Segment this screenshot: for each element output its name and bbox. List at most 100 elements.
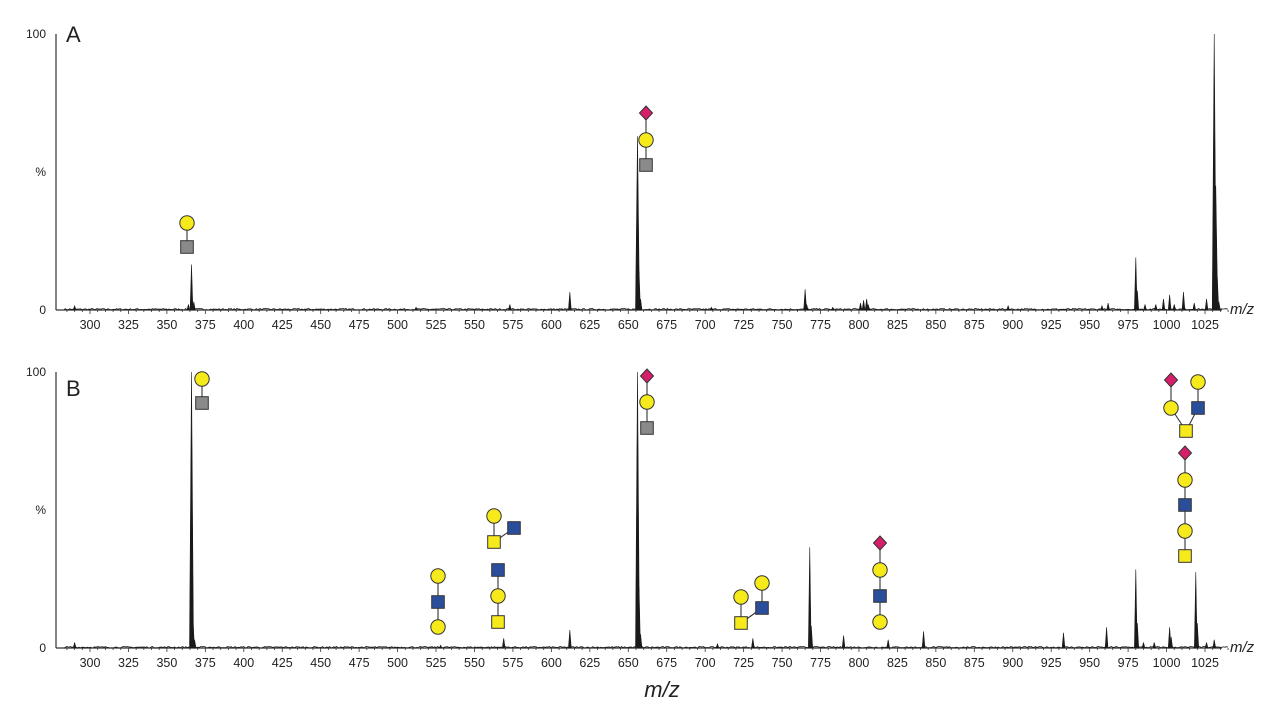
- spectrum-peak: [1143, 304, 1147, 311]
- spectrum-peak: [1061, 632, 1066, 649]
- spectrum-peak: [1204, 642, 1209, 649]
- x-tick-label: 450: [310, 656, 331, 670]
- x-tick-label: 400: [233, 318, 254, 332]
- galnac-square-icon: [195, 396, 209, 410]
- glycan-gal-glcnac-gal: [430, 568, 446, 635]
- spectrum-peak: [866, 304, 870, 311]
- x-tick-label: 800: [849, 656, 870, 670]
- spectrum-peak: [1161, 298, 1166, 311]
- x-tick-label: 900: [1002, 318, 1023, 332]
- x-tick-label: 325: [118, 656, 139, 670]
- baseline-noise: [63, 645, 1229, 649]
- glycan-sia-gal-glcnac-gal: [872, 535, 888, 630]
- galactose-circle-icon: [430, 568, 446, 584]
- galactose-circle-icon: [639, 394, 655, 410]
- x-tick-label: 500: [387, 318, 408, 332]
- panel-b-y-100: 100: [26, 365, 46, 379]
- x-tick-label: 725: [733, 656, 754, 670]
- spectrum-peak: [508, 304, 512, 311]
- galnac-square-icon: [639, 158, 653, 172]
- x-tick-label: 925: [1041, 656, 1062, 670]
- glycan-branched-1019: [1163, 372, 1206, 438]
- glycan-gal-galnac-a: [179, 215, 195, 254]
- sialic-acid-diamond-icon: [872, 535, 888, 551]
- x-tick-label: 850: [925, 656, 946, 670]
- galnac-square-icon: [734, 616, 748, 630]
- spectrum-peak: [414, 306, 418, 311]
- panel-a-y-percent: %: [35, 165, 46, 179]
- spectrum-peak: [72, 642, 77, 649]
- spectrum-peak: [192, 639, 197, 649]
- panel-a-y-100: 100: [26, 27, 46, 41]
- glcnac-square-icon: [491, 563, 505, 577]
- panel-b-mz-label: m/z: [1230, 639, 1255, 656]
- x-tick-label: 475: [349, 318, 370, 332]
- panel-a-glycans: [179, 105, 654, 254]
- spectrum-peak: [1212, 639, 1216, 649]
- panel-b-label: B: [66, 376, 81, 401]
- glycan-gal-galnac-b: [194, 371, 210, 410]
- spectrum-peak: [804, 304, 809, 311]
- spectrum-peak: [715, 642, 720, 649]
- glcnac-square-icon: [431, 595, 445, 609]
- spectrum-peak: [886, 639, 890, 649]
- x-tick-label: 775: [810, 318, 831, 332]
- x-tick-label: 675: [656, 656, 677, 670]
- galactose-circle-icon: [1177, 523, 1193, 539]
- spectrum-peak: [1217, 301, 1221, 311]
- spectrum-peak: [438, 644, 443, 649]
- x-tick-label: 750: [772, 656, 793, 670]
- x-tick-label: 350: [156, 318, 177, 332]
- x-tick-label: 650: [618, 656, 639, 670]
- spectrum-peak: [1006, 304, 1010, 311]
- galactose-circle-icon: [733, 589, 749, 605]
- spectrum-peak: [501, 638, 506, 649]
- x-tick-label: 325: [118, 318, 139, 332]
- galnac-square-icon: [1179, 424, 1193, 438]
- galactose-circle-icon: [1190, 374, 1206, 390]
- galactose-circle-icon: [486, 508, 502, 524]
- panel-b-peaks: [63, 371, 1229, 649]
- spectrum-peak: [189, 371, 194, 649]
- spectrum-peak: [809, 625, 814, 649]
- x-tick-label: 500: [387, 656, 408, 670]
- x-tick-label: 775: [810, 656, 831, 670]
- panel-b-y-0: 0: [39, 641, 46, 655]
- x-tick-label: 975: [1118, 318, 1139, 332]
- spectrum-peak: [1135, 623, 1140, 649]
- panel-b-y-percent: %: [35, 503, 46, 517]
- x-tick-label: 600: [541, 318, 562, 332]
- spectrum-peak: [1167, 294, 1172, 311]
- x-axis-title: m/z: [644, 677, 679, 702]
- glcnac-square-icon: [1191, 401, 1205, 415]
- x-tick-label: 900: [1002, 656, 1023, 670]
- spectrum-peak: [921, 631, 926, 649]
- spectrum-peak: [192, 301, 196, 311]
- x-tick-label: 300: [80, 318, 101, 332]
- sialic-acid-diamond-icon: [638, 105, 654, 121]
- panel-a-mz-label: m/z: [1230, 301, 1255, 318]
- glycan-sia-gal-galnac-b: [639, 368, 655, 435]
- spectrum-peak: [1154, 304, 1158, 311]
- x-tick-label: 875: [964, 656, 985, 670]
- x-tick-label: 850: [925, 318, 946, 332]
- spectrum-peak: [568, 630, 572, 649]
- sialic-acid-diamond-icon: [1163, 372, 1179, 388]
- spectrum-peak: [1152, 642, 1157, 649]
- x-tick-label: 1025: [1191, 318, 1219, 332]
- baseline-noise: [63, 307, 1229, 311]
- x-tick-label: 625: [579, 656, 600, 670]
- x-tick-label: 525: [426, 318, 447, 332]
- x-tick-label: 1000: [1153, 318, 1181, 332]
- x-tick-label: 825: [887, 318, 908, 332]
- galactose-circle-icon: [872, 614, 888, 630]
- galactose-circle-icon: [194, 371, 210, 387]
- x-tick-label: 300: [80, 656, 101, 670]
- glcnac-square-icon: [873, 589, 887, 603]
- spectrum-peak: [1100, 304, 1104, 311]
- panel-a-peaks: [63, 33, 1229, 311]
- spectrum-peak: [1172, 304, 1177, 311]
- spectrum-peak: [709, 306, 714, 311]
- galactose-circle-icon: [430, 619, 446, 635]
